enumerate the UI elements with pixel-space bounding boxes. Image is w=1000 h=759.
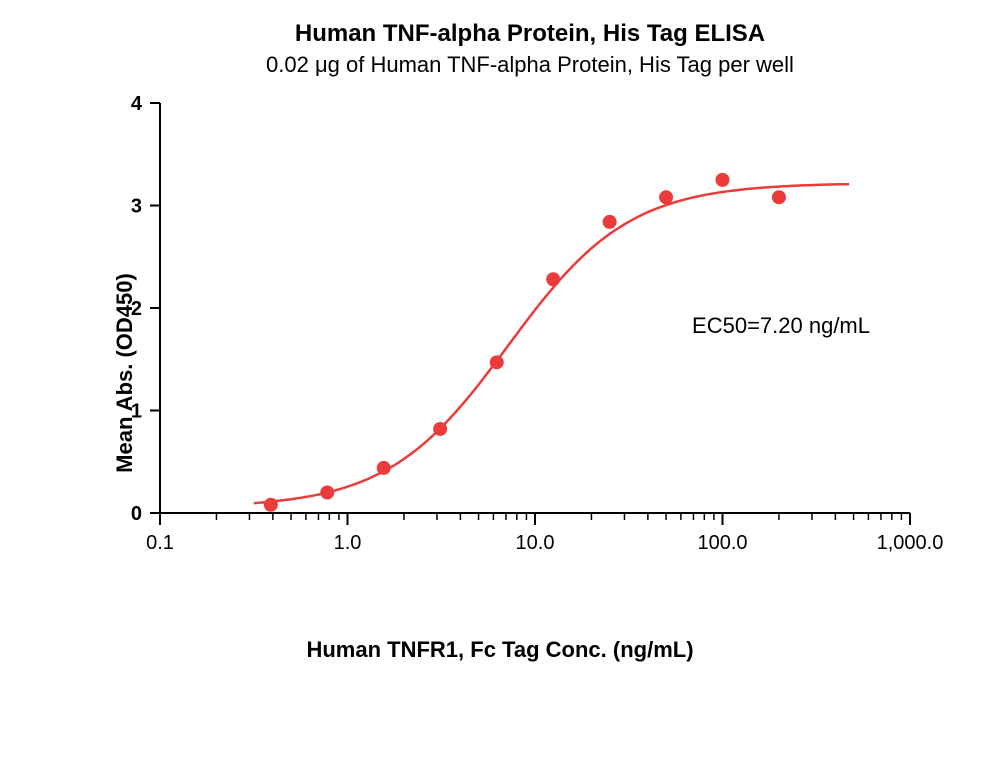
svg-text:2: 2	[131, 298, 142, 320]
plot-area: 012340.11.010.0100.01,000.0 EC50=7.20 ng…	[150, 93, 930, 573]
svg-text:1: 1	[131, 401, 142, 423]
x-axis-label: Human TNFR1, Fc Tag Conc. (ng/mL)	[306, 637, 693, 663]
svg-text:10.0: 10.0	[516, 532, 555, 554]
svg-text:100.0: 100.0	[697, 532, 747, 554]
svg-text:0.1: 0.1	[146, 532, 174, 554]
plot-wrap: Mean Abs. (OD450) 012340.11.010.0100.01,…	[40, 93, 960, 653]
svg-text:1,000.0: 1,000.0	[877, 532, 944, 554]
chart-subtitle: 0.02 μg of Human TNF-alpha Protein, His …	[100, 52, 960, 78]
ec50-annotation: EC50=7.20 ng/mL	[692, 313, 870, 339]
svg-text:4: 4	[131, 93, 143, 115]
svg-text:1.0: 1.0	[334, 532, 362, 554]
chart-title: Human TNF-alpha Protein, His Tag ELISA	[100, 20, 960, 48]
chart-container: Human TNF-alpha Protein, His Tag ELISA 0…	[40, 20, 960, 740]
title-block: Human TNF-alpha Protein, His Tag ELISA 0…	[100, 20, 960, 78]
svg-text:3: 3	[131, 196, 142, 218]
svg-text:0: 0	[131, 503, 142, 525]
